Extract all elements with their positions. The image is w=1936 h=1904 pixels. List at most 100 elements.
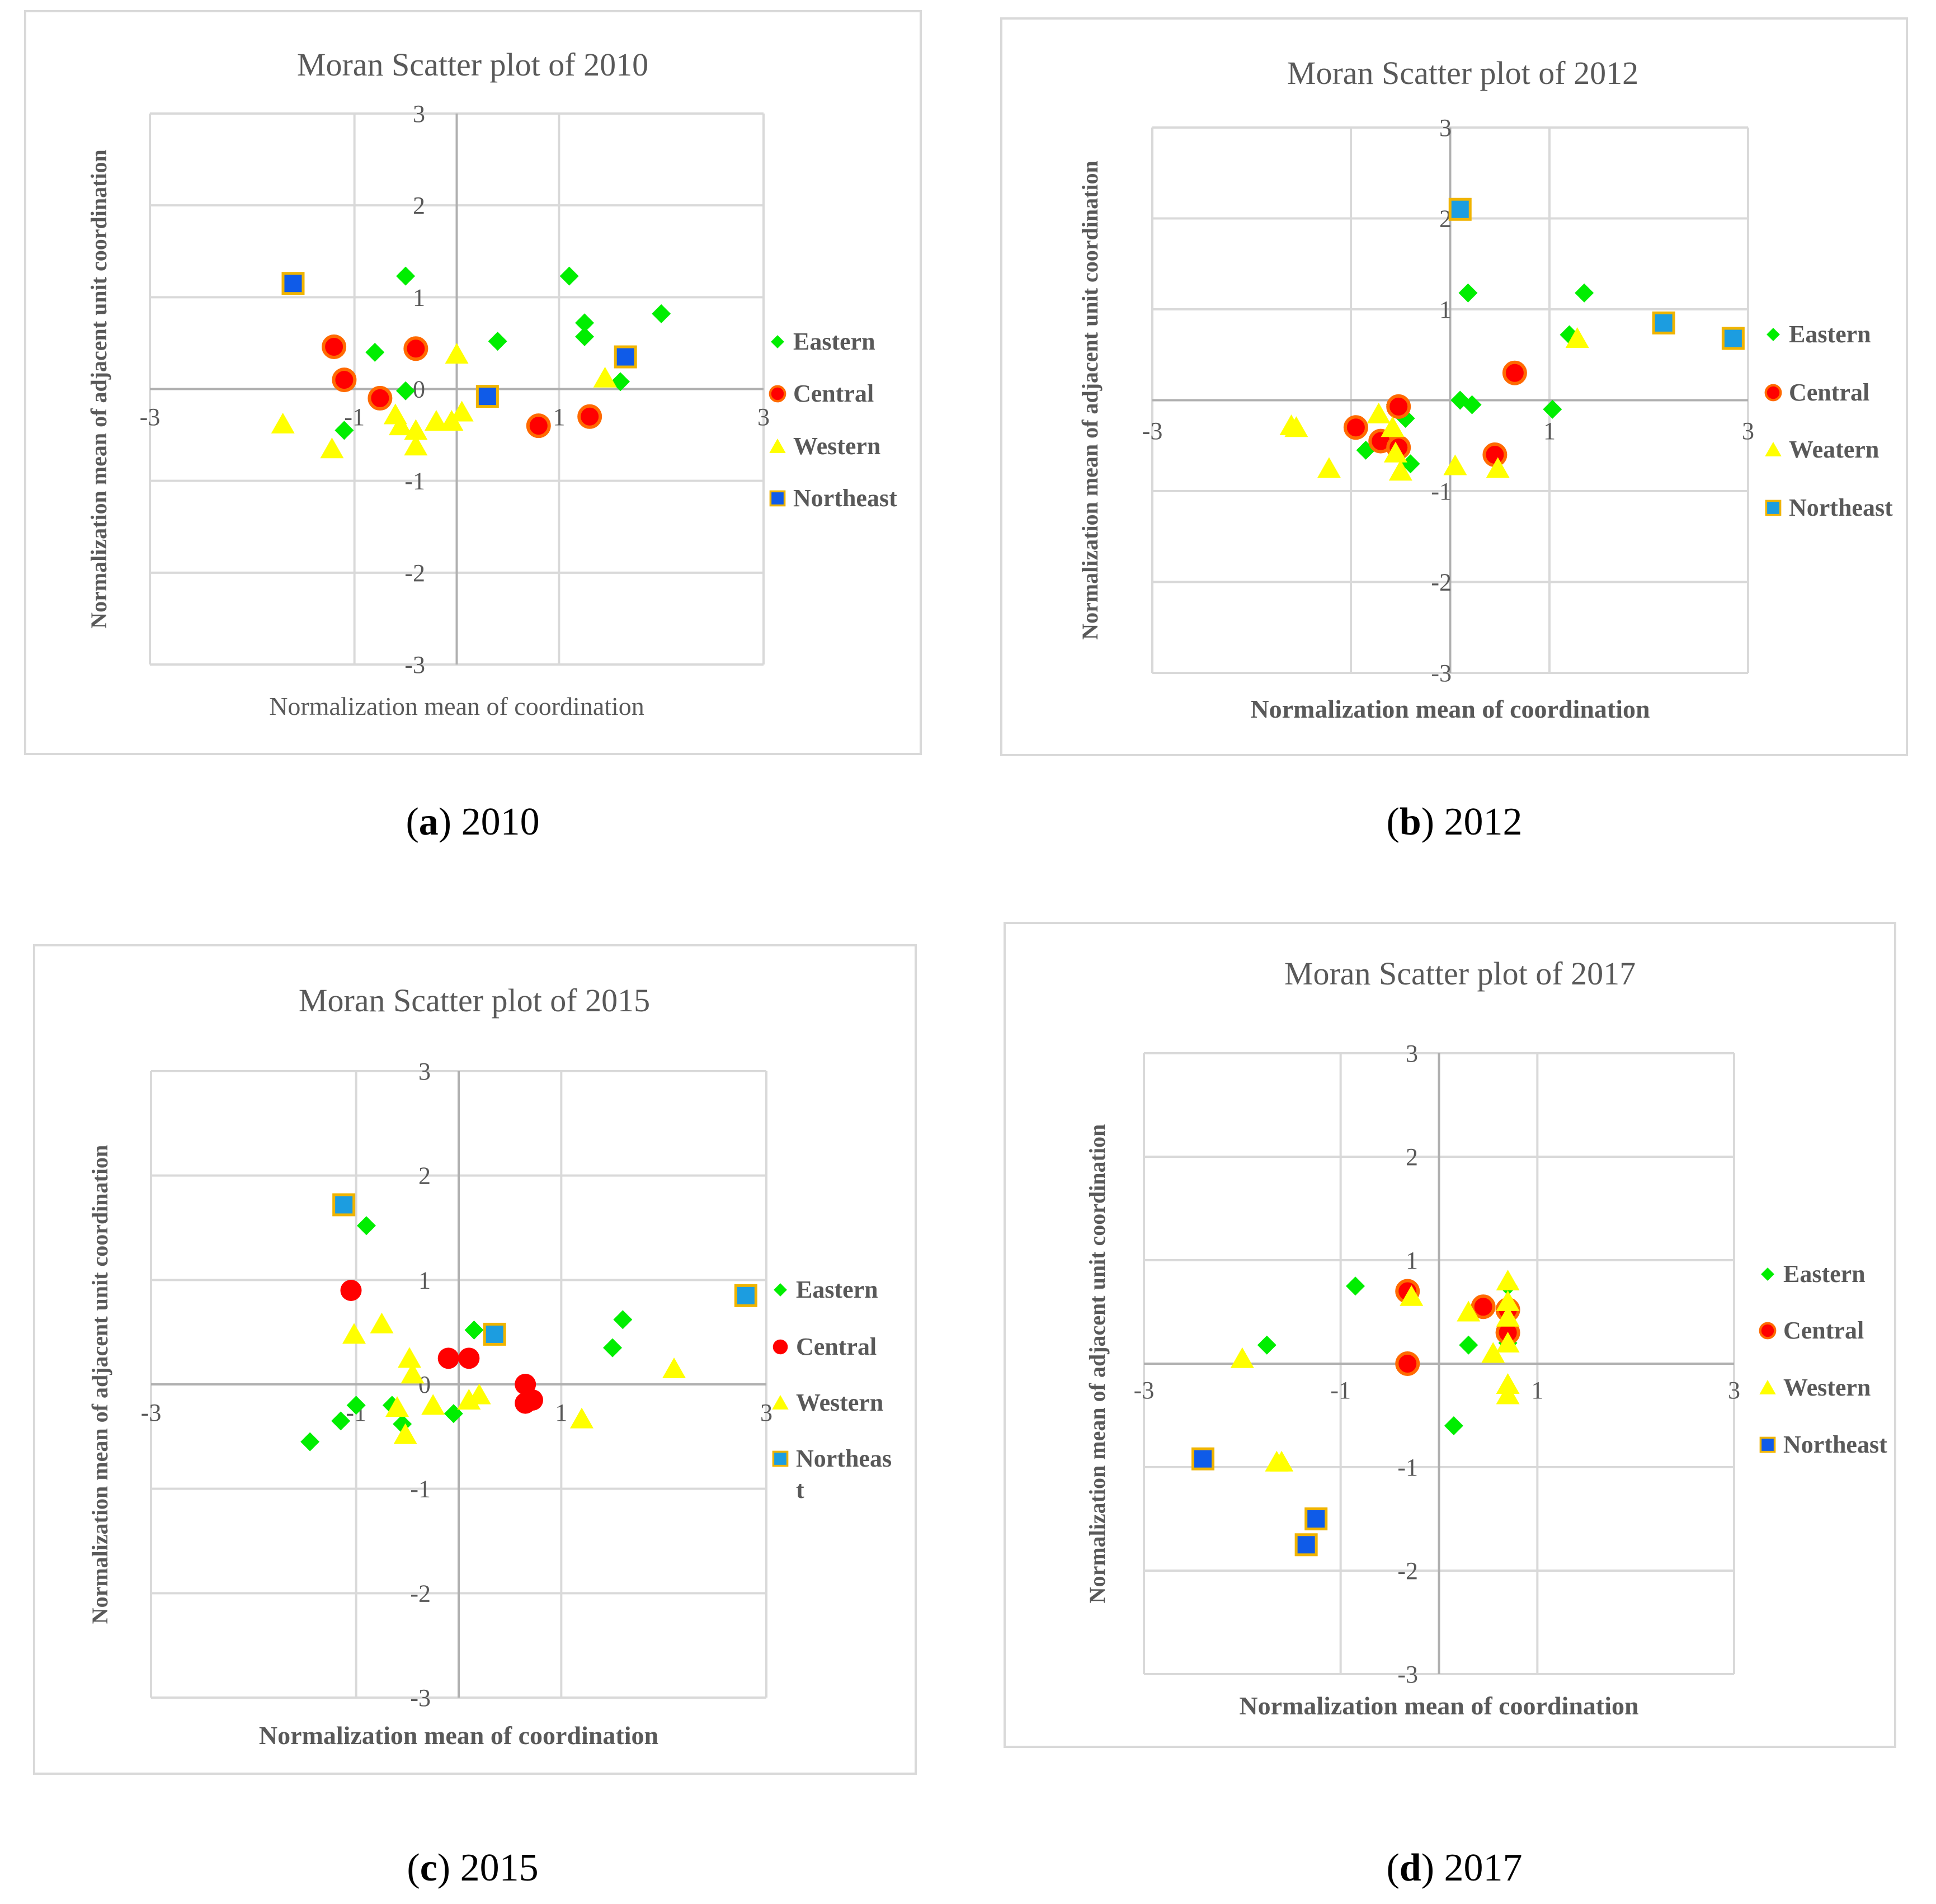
point-central [1343, 415, 1368, 440]
legend-label: Northeast [1789, 494, 1893, 521]
legend-label: Central [1783, 1317, 1864, 1344]
y-tick-label: -3 [410, 1684, 431, 1712]
point-western [662, 1358, 686, 1378]
point-western [404, 419, 428, 440]
point-eastern [331, 1411, 351, 1431]
legend-marker-central [772, 1339, 788, 1355]
x-tick-label: -3 [1134, 1377, 1155, 1404]
y-tick-label: -1 [1431, 478, 1452, 505]
x-axis-label: Normalization mean of coordination [259, 1721, 658, 1750]
y-tick-label: -1 [1397, 1454, 1418, 1481]
legend-marker-western [772, 1395, 789, 1410]
point-western [1481, 1342, 1505, 1363]
y-axis-label: Normalization mean of adjacent unit coor… [1077, 161, 1103, 640]
point-northeast [1721, 327, 1745, 350]
point-western [570, 1407, 593, 1429]
x-tick-label: 3 [1742, 417, 1754, 445]
point-eastern [488, 332, 507, 351]
legend-marker-central [769, 385, 786, 403]
y-tick-label: -3 [1397, 1661, 1418, 1688]
point-western [467, 1383, 491, 1405]
y-tick-label: 3 [1439, 114, 1452, 142]
point-eastern [559, 266, 579, 286]
y-tick-label: 2 [413, 192, 425, 219]
chart-2015: Moran Scatter plot of 20153210-1-2-3-3-1… [87, 982, 892, 1750]
legend-label: Northeast [793, 484, 897, 512]
y-tick-label: 1 [418, 1266, 431, 1294]
point-eastern [396, 381, 416, 400]
point-western [401, 1363, 425, 1384]
y-tick-label: -2 [1397, 1557, 1418, 1585]
point-central [332, 367, 357, 393]
x-tick-label: 3 [760, 1399, 772, 1426]
y-tick-label: 1 [1439, 296, 1452, 323]
x-tick-label: -1 [1330, 1377, 1351, 1404]
legend-label: Weatern [1789, 436, 1879, 463]
point-western [271, 412, 295, 433]
y-tick-label: 0 [418, 1371, 431, 1398]
point-weatern [1443, 454, 1467, 475]
caption-a: (a) 2010 [406, 800, 540, 843]
caption-year: 2012 [1444, 800, 1523, 843]
y-tick-label: -2 [1431, 569, 1452, 596]
caption-d: (d) 2017 [1386, 1846, 1523, 1889]
x-tick-label: 3 [757, 403, 770, 431]
point-northeast [475, 385, 499, 408]
point-western [1496, 1306, 1520, 1327]
point-eastern [346, 1396, 366, 1415]
caption-b: (b) 2012 [1386, 800, 1523, 843]
x-axis-label: Normalization mean of coordination [269, 692, 644, 720]
panel-2010 [24, 10, 922, 755]
y-tick-label: -3 [404, 651, 425, 678]
point-weatern [1367, 402, 1391, 423]
point-eastern [652, 304, 671, 323]
legend-marker-central [1764, 384, 1782, 402]
legend-marker-northeast [772, 1450, 789, 1467]
legend-label: Central [1789, 379, 1869, 406]
point-northeast [332, 1193, 356, 1217]
legend-marker-eastern [771, 335, 784, 348]
point-northeast [1304, 1507, 1328, 1530]
point-western [421, 1394, 445, 1415]
x-tick-label: 1 [1531, 1377, 1543, 1404]
point-weatern [1284, 416, 1308, 437]
legend-label: t [796, 1476, 804, 1504]
point-central [1395, 1351, 1420, 1376]
y-tick-label: 1 [413, 284, 425, 311]
point-weatern [1565, 327, 1589, 348]
point-western [398, 1347, 421, 1368]
x-axis-label: Normalization mean of coordination [1239, 1691, 1638, 1720]
caption-year: 2010 [461, 800, 540, 843]
point-weatern [1381, 416, 1405, 437]
point-eastern [357, 1216, 376, 1236]
y-tick-label: 2 [1406, 1143, 1418, 1171]
caption-letter: b [1399, 800, 1421, 843]
point-central [1386, 394, 1411, 419]
point-western [1400, 1285, 1424, 1306]
x-axis-label: Normalization mean of coordination [1250, 695, 1650, 723]
point-central [368, 385, 393, 411]
point-central [1482, 442, 1508, 467]
y-tick-label: -1 [410, 1476, 431, 1503]
point-western [404, 435, 428, 456]
y-axis-label: Normalization mean of adjacent unit coor… [87, 1145, 112, 1624]
point-eastern [613, 1310, 633, 1330]
point-weatern [1486, 457, 1510, 478]
point-eastern [575, 327, 595, 346]
caption-c: (c) 2015 [407, 1846, 539, 1889]
y-tick-label: 2 [418, 1162, 431, 1190]
point-eastern [1401, 454, 1420, 474]
point-western [370, 1312, 394, 1333]
point-western [445, 343, 469, 364]
legend-label: Central [793, 380, 874, 407]
caption-year: 2015 [460, 1846, 539, 1889]
point-northeast [483, 1322, 506, 1346]
chart-2012: Moran Scatter plot of 2012 3 2 1 -1 -2 -3 -3 1 3 N… [1077, 55, 1893, 723]
legend-marker-western [769, 439, 786, 453]
chart-2017: Moran Scatter plot of 2017 3 2 1 -1 -2 -3 -3 -1 1… [1085, 955, 1887, 1720]
legend-label: Western [796, 1389, 883, 1416]
point-eastern [464, 1320, 484, 1340]
legend-marker-northeast [1759, 1436, 1776, 1453]
x-tick-label: 3 [1728, 1377, 1740, 1404]
